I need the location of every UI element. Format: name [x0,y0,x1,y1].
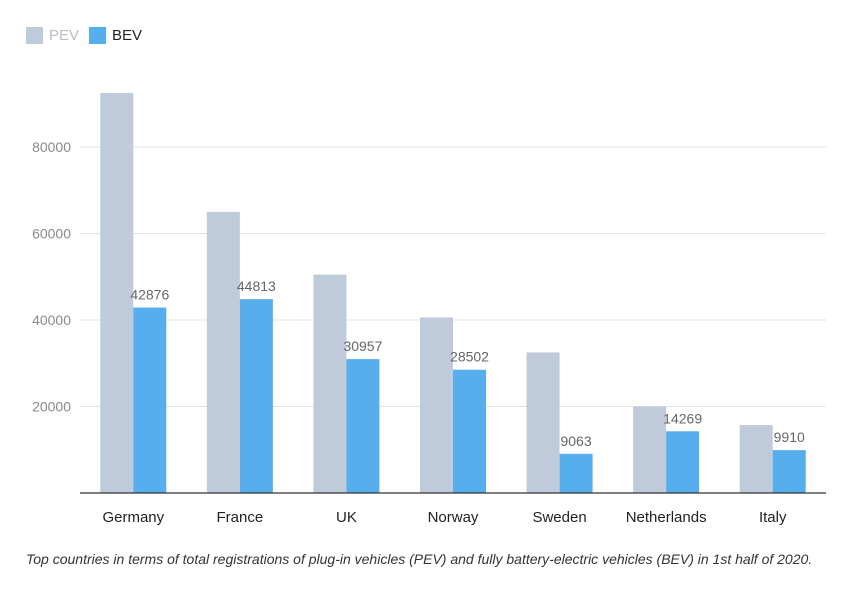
x-tick-label-germany: Germany [102,509,164,526]
bar-chart: 20000 40000 60000 80000 42876 Germany 44813 Fra… [32,92,826,526]
data-label-bev-italy: 9910 [774,429,805,445]
bar-pev-france [206,211,240,493]
legend-label-bev: BEV [112,27,143,44]
x-tick-label-uk: UK [336,509,357,526]
bar-pev-germany [100,92,134,493]
bar-bev-italy [772,450,806,493]
bar-bev-sweden [559,453,593,493]
bar-bev-uk [346,359,380,493]
bar-bev-netherlands [666,431,700,493]
x-tick-label-norway: Norway [428,509,479,526]
bar-pev-netherlands [633,406,667,493]
bar-pev-sweden [526,352,560,493]
bar-pev-norway [420,317,453,493]
bar-bev-germany [133,307,167,493]
bar-pev-uk [313,274,347,493]
x-tick-label-france: France [217,509,264,526]
x-tick-label-netherlands: Netherlands [626,509,707,526]
data-label-bev-france: 44813 [237,278,276,294]
y-tick-label-60000: 60000 [32,226,71,242]
legend-item-pev[interactable]: PEV [26,27,79,44]
data-label-bev-germany: 42876 [130,287,169,303]
y-tick-label-40000: 40000 [32,312,71,328]
y-tick-label-80000: 80000 [32,139,71,155]
data-label-bev-norway: 28502 [450,349,489,365]
x-tick-label-sweden: Sweden [532,509,586,526]
legend-swatch-pev [26,27,43,44]
legend: PEV BEV [26,27,142,44]
chart-caption: Top countries in terms of total registra… [26,551,813,567]
y-tick-label-20000: 20000 [32,399,71,415]
data-label-bev-sweden: 9063 [560,433,591,449]
legend-label-pev: PEV [49,27,80,44]
x-tick-label-italy: Italy [759,509,787,526]
bar-bev-norway [453,369,486,493]
bar-pev-italy [739,425,773,493]
bar-bev-france [239,299,273,493]
legend-item-bev[interactable]: BEV [89,27,142,44]
legend-swatch-bev [89,27,107,44]
data-label-bev-uk: 30957 [343,338,382,354]
data-label-bev-netherlands: 14269 [663,410,702,426]
